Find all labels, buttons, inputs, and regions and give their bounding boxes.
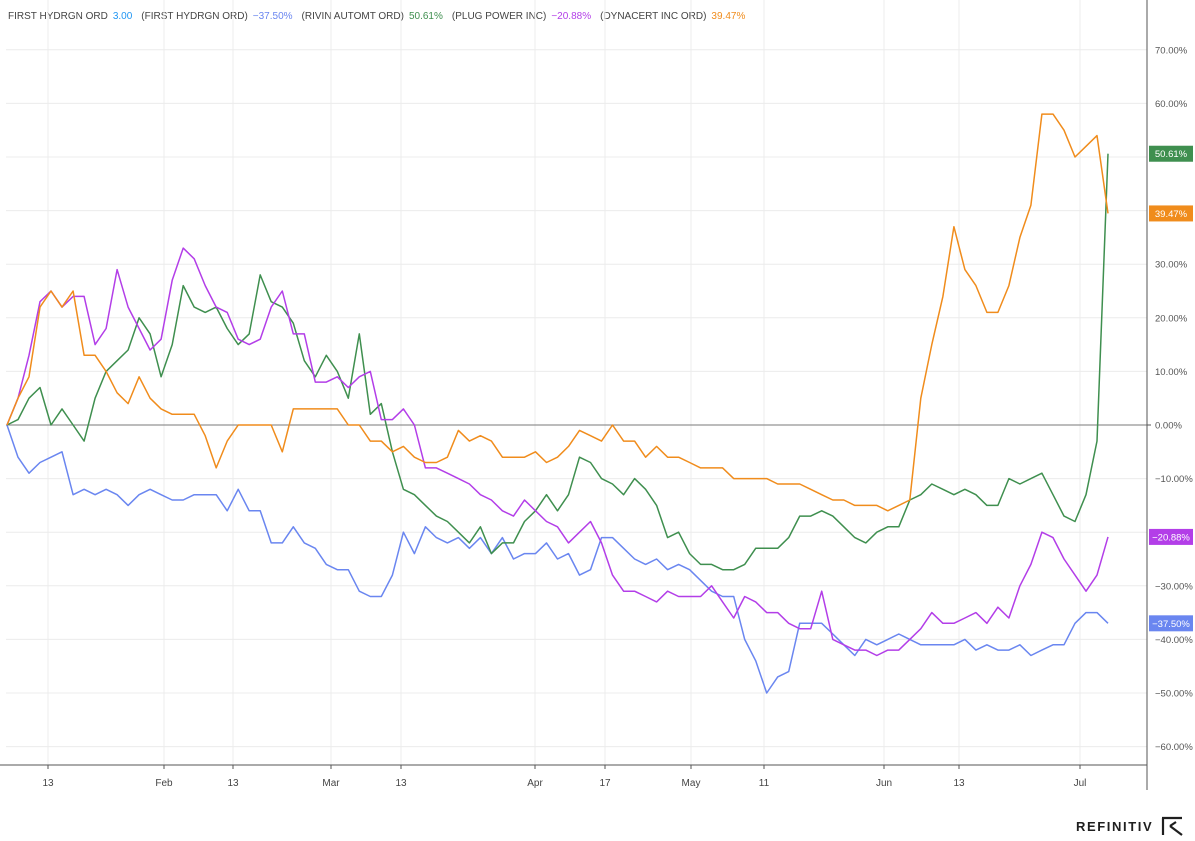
x-tick-label: Jul (1074, 778, 1087, 789)
x-tick-label: Mar (322, 778, 340, 789)
y-tick-label: 10.00% (1155, 367, 1188, 378)
x-tick-label: 11 (759, 778, 770, 789)
legend-item-name: (RIVIN AUTOMT ORD) (301, 11, 404, 22)
x-tick-label: 13 (953, 778, 965, 789)
last-value-label: −20.88% (1149, 528, 1193, 545)
legend-item[interactable]: (FIRST HYDRGN ORD) −37.50% (141, 11, 292, 22)
last-value-label-text: −20.88% (1152, 532, 1190, 543)
x-tick-label: 13 (42, 778, 54, 789)
x-tick-label: Feb (155, 778, 173, 789)
legend-item-value: 39.47% (711, 11, 746, 22)
series-line-2 (6, 247, 1109, 657)
last-value-label: 50.61% (1149, 145, 1193, 162)
legend-item-name: (DYNACERT INC ORD) (600, 11, 707, 22)
last-value-label-text: −37.50% (1152, 619, 1190, 630)
y-tick-label: 20.00% (1155, 313, 1188, 324)
y-tick-label: 30.00% (1155, 260, 1188, 271)
y-tick-label: 60.00% (1155, 99, 1188, 110)
legend-item-name: (FIRST HYDRGN ORD) (141, 11, 248, 22)
chart-axes (0, 0, 1148, 790)
y-tick-label: −60.00% (1155, 742, 1193, 753)
series-line-3 (6, 113, 1109, 512)
last-value-label-bg (1149, 145, 1193, 162)
legend-item-name: (PLUG POWER INC) (451, 11, 547, 22)
legend-item-value: 3.00 (112, 11, 133, 22)
chart-legend: FIRST HYDRGN ORD 3.00 (FIRST HYDRGN ORD) −3… (8, 11, 754, 25)
legend-item-value: −20.88% (551, 11, 592, 22)
y-tick-label: −10.00% (1155, 474, 1193, 485)
legend-item-value: −37.50% (252, 11, 293, 22)
y-tick-label: −30.00% (1155, 581, 1193, 592)
series-last-value-labels: −37.50% 50.61% −20.88% 39.47% (1149, 145, 1193, 632)
last-value-label: −37.50% (1149, 615, 1193, 632)
series-line-1 (6, 153, 1109, 571)
refinitiv-logo-icon (1162, 816, 1183, 836)
series-lines (6, 113, 1109, 694)
legend-item[interactable]: (DYNACERT INC ORD) 39.47% (600, 11, 745, 22)
x-axis-tick-labels: 13 Feb 13 Mar 13 Apr 17 May 11 Jun 13 Jul (42, 765, 1086, 789)
x-tick-label: 13 (395, 778, 407, 789)
last-value-label-text: 50.61% (1155, 149, 1188, 160)
y-tick-label: 70.00% (1155, 45, 1188, 56)
x-tick-label: Apr (527, 778, 543, 789)
last-value-label-bg (1149, 528, 1193, 545)
y-tick-label: −50.00% (1155, 689, 1193, 700)
refinitiv-brand: REFINITIV (1076, 815, 1183, 837)
legend-item-name: FIRST HYDRGN ORD (8, 11, 108, 22)
x-tick-label: Jun (876, 778, 892, 789)
y-tick-label: 0.00% (1155, 421, 1182, 432)
x-tick-label: 13 (227, 778, 239, 789)
legend-item[interactable]: FIRST HYDRGN ORD 3.00 (8, 11, 132, 22)
series-line-0 (6, 424, 1109, 694)
last-value-label: 39.47% (1149, 205, 1193, 222)
legend-item-value: 50.61% (408, 11, 443, 22)
legend-item[interactable]: (RIVIN AUTOMT ORD) 50.61% (302, 11, 443, 22)
x-tick-label: 17 (599, 778, 611, 789)
last-value-label-bg (1149, 615, 1193, 632)
price-performance-chart: 70.00%60.00%50.00%40.00%30.00%20.00%10.0… (0, 0, 1193, 790)
y-tick-label: −40.00% (1155, 635, 1193, 646)
last-value-label-text: 39.47% (1155, 209, 1188, 220)
x-tick-label: May (682, 778, 701, 789)
brand-name: REFINITIV (1076, 818, 1154, 834)
last-value-label-bg (1149, 205, 1193, 222)
legend-item[interactable]: (PLUG POWER INC) −20.88% (452, 11, 591, 22)
